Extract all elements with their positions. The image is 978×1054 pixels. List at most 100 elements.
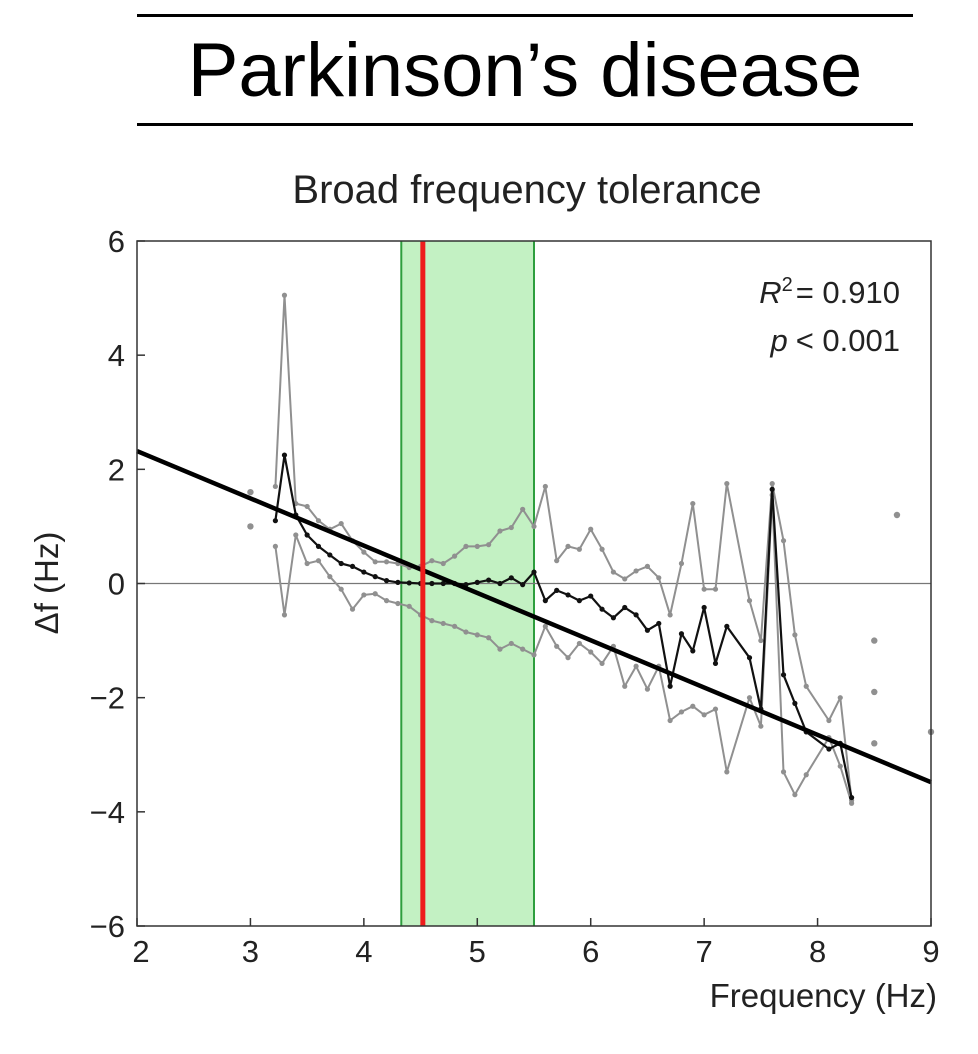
page-heading: Parkinson’s disease xyxy=(187,28,863,113)
y-tick-label: 0 xyxy=(108,567,125,602)
data-point xyxy=(372,591,378,597)
data-point xyxy=(678,631,685,637)
data-point xyxy=(542,483,548,490)
data-point xyxy=(610,569,617,575)
data-point xyxy=(644,563,651,569)
p-value: < 0.001 xyxy=(796,323,900,358)
data-point xyxy=(769,486,775,492)
data-point xyxy=(849,800,855,806)
heading-bottom-rule xyxy=(137,123,913,126)
data-point xyxy=(361,549,367,555)
data-point xyxy=(792,700,798,706)
data-point xyxy=(452,623,458,629)
data-point xyxy=(849,794,855,801)
r2-symbol: R xyxy=(759,275,781,310)
x-tick-label: 8 xyxy=(809,934,826,969)
data-point xyxy=(272,543,278,549)
data-point xyxy=(633,568,639,574)
data-point xyxy=(452,553,458,559)
data-point xyxy=(361,569,367,575)
p-symbol: p xyxy=(769,323,787,358)
data-point xyxy=(610,615,617,621)
series-upper xyxy=(272,292,855,804)
data-point xyxy=(497,646,503,652)
x-tick-label: 5 xyxy=(469,934,486,969)
y-tick-label: −4 xyxy=(90,795,125,830)
data-point xyxy=(281,452,288,458)
data-point xyxy=(463,629,469,635)
x-tick-label: 2 xyxy=(132,934,149,969)
y-tick-label: 4 xyxy=(108,338,125,373)
data-point xyxy=(542,623,548,629)
data-point xyxy=(780,672,787,678)
data-point xyxy=(361,592,367,598)
data-point xyxy=(372,559,378,565)
x-axis-title: Frequency (Hz) xyxy=(710,977,937,1014)
data-point xyxy=(554,587,560,593)
data-point xyxy=(508,524,514,531)
data-point xyxy=(712,706,719,712)
regression-fit-line xyxy=(136,448,932,785)
data-point xyxy=(474,632,480,638)
data-point xyxy=(338,586,344,592)
data-point xyxy=(701,712,707,718)
data-point xyxy=(780,538,787,544)
data-point xyxy=(871,637,878,644)
data-point xyxy=(315,518,322,524)
data-point xyxy=(803,772,809,778)
x-tick-label: 9 xyxy=(922,934,939,969)
data-point xyxy=(315,558,322,564)
data-point xyxy=(531,652,537,658)
data-point xyxy=(272,483,278,490)
data-point xyxy=(588,649,594,655)
data-point xyxy=(701,586,707,592)
data-point xyxy=(383,559,390,565)
data-point xyxy=(281,292,288,298)
data-point xyxy=(440,620,446,627)
data-point xyxy=(576,640,582,647)
data-point xyxy=(746,695,753,701)
y-tick-label: −6 xyxy=(90,909,125,944)
svg-text:R2= 0.910: R2= 0.910 xyxy=(759,274,900,310)
data-point xyxy=(520,646,526,652)
data-point xyxy=(395,600,401,607)
data-point xyxy=(712,660,719,667)
svg-text:p< 0.001: p < 0.001 xyxy=(769,323,900,358)
data-point xyxy=(780,769,787,775)
x-tick-label: 3 xyxy=(242,934,259,969)
data-point xyxy=(293,532,299,538)
y-tick-label: −2 xyxy=(90,681,125,716)
chart-title: Broad frequency tolerance xyxy=(292,168,761,212)
data-point xyxy=(531,523,537,530)
data-point xyxy=(463,543,469,549)
data-point xyxy=(486,635,492,641)
data-point xyxy=(701,604,707,611)
data-point xyxy=(327,574,333,580)
data-point xyxy=(837,695,843,701)
data-point xyxy=(724,481,730,487)
data-point xyxy=(746,598,753,604)
data-point xyxy=(429,580,435,587)
data-point xyxy=(622,604,628,611)
data-point xyxy=(837,763,843,769)
data-point xyxy=(338,560,344,567)
data-point xyxy=(633,612,639,618)
data-point xyxy=(871,688,878,696)
data-point xyxy=(690,500,696,507)
data-point xyxy=(565,655,571,661)
data-point xyxy=(678,560,685,567)
data-point xyxy=(474,543,480,549)
data-point xyxy=(554,558,560,564)
data-point xyxy=(281,612,288,618)
data-point xyxy=(327,552,333,558)
data-point xyxy=(315,543,322,549)
data-point xyxy=(429,618,435,624)
data-point xyxy=(656,620,662,627)
data-point xyxy=(576,598,582,604)
data-point xyxy=(554,643,560,649)
data-point xyxy=(576,546,582,552)
data-point xyxy=(893,511,901,519)
data-point xyxy=(304,532,310,538)
heading-block: Parkinson’s disease xyxy=(137,14,913,128)
data-point xyxy=(440,560,446,567)
